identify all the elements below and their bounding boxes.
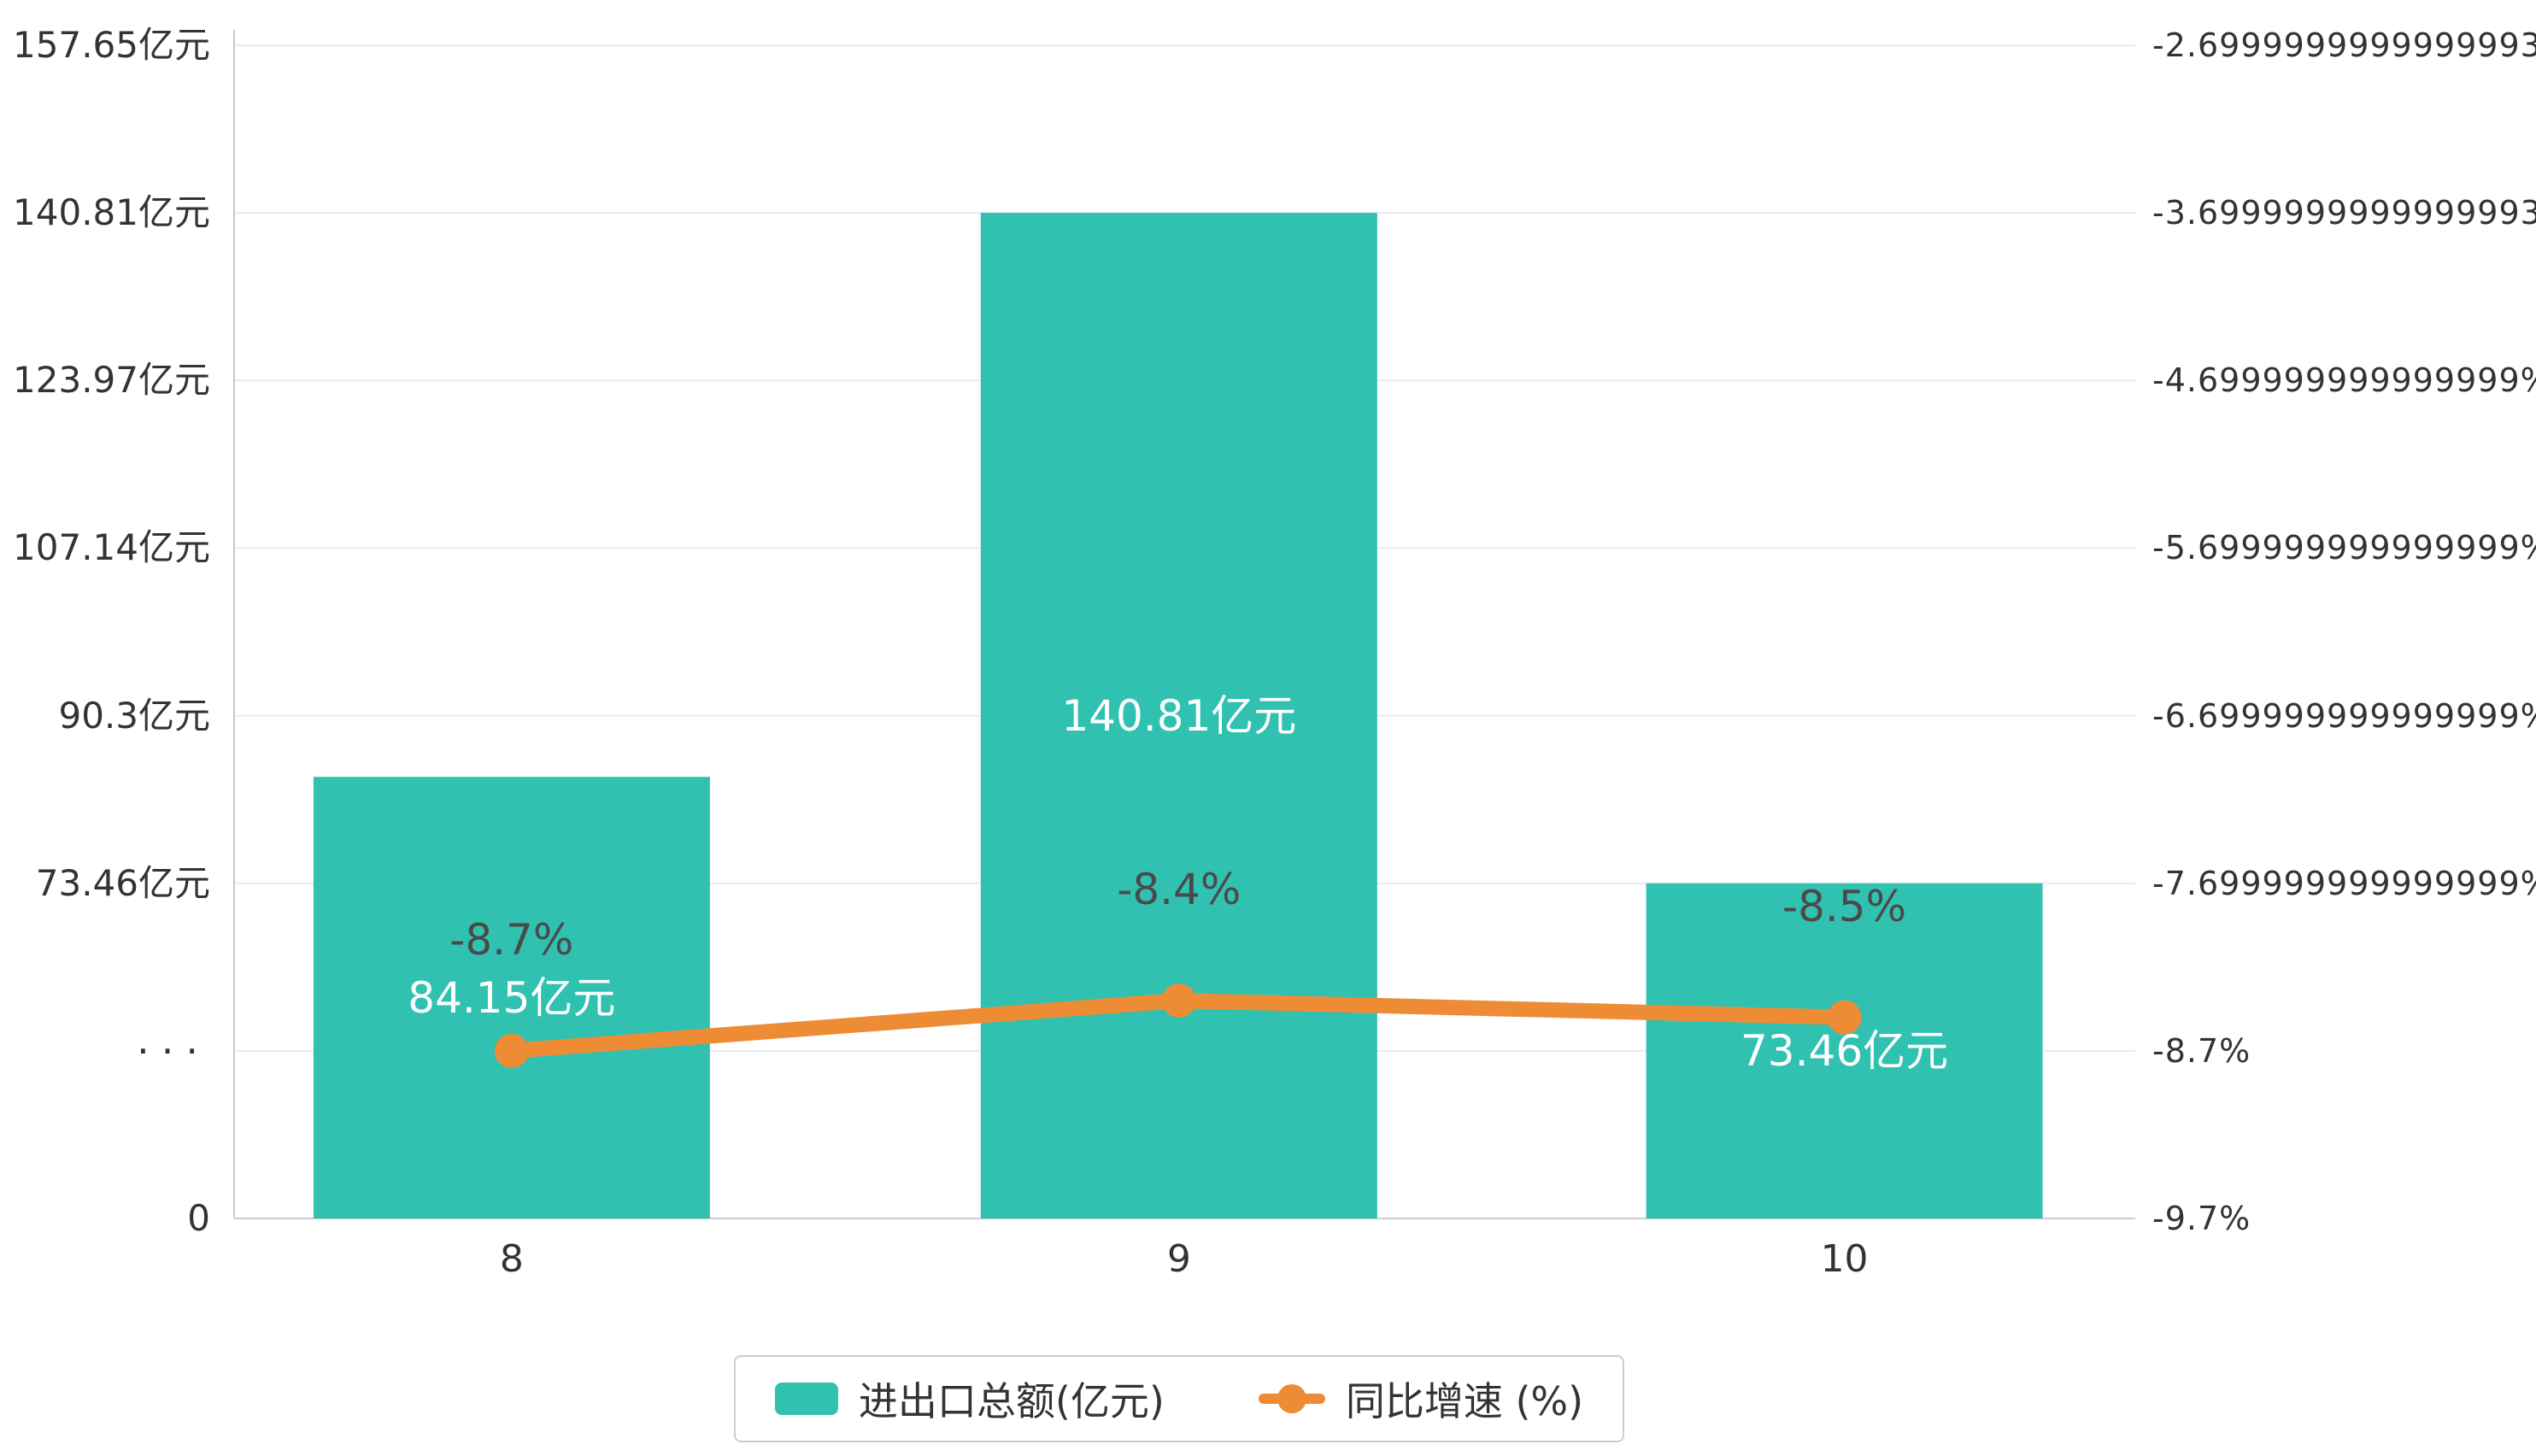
line-point-month-10[interactable]	[1827, 1000, 1862, 1035]
legend: 进出口总额(亿元) 同比增速 (%)	[733, 1355, 1625, 1442]
y-axis-left-tick-label: ···	[137, 1027, 210, 1074]
bar-series-swatch-icon	[774, 1383, 838, 1415]
line-series-swatch-icon	[1258, 1383, 1325, 1415]
bar-month-8[interactable]	[313, 777, 710, 1218]
line-value-label: -8.5%	[1782, 881, 1907, 931]
y-axis-left-tick-label: 107.14亿元	[13, 526, 210, 569]
line-point-month-9[interactable]	[1161, 983, 1196, 1019]
legend-label-bar-series: 进出口总额(亿元)	[858, 1378, 1165, 1424]
bar-month-10[interactable]	[1646, 883, 2043, 1218]
bar-value-label: 84.15亿元	[408, 972, 616, 1023]
y-axis-left-tick-label: 0	[187, 1197, 210, 1239]
legend-item-line-series[interactable]: 同比增速 (%)	[1258, 1371, 1584, 1427]
legend-item-bar-series[interactable]: 进出口总额(亿元)	[774, 1371, 1165, 1427]
bar-month-9[interactable]	[980, 213, 1377, 1219]
y-axis-right-tick-label: -8.7%	[2152, 1031, 2251, 1070]
y-axis-right-tick-label: -3.6999999999999993%	[2152, 194, 2536, 232]
line-value-label: -8.7%	[449, 914, 574, 965]
y-axis-left-tick-label: 140.81亿元	[13, 191, 210, 234]
x-axis-tick-label: 9	[1166, 1237, 1191, 1281]
legend-label-line-series: 同比增速 (%)	[1345, 1378, 1584, 1424]
line-point-month-8[interactable]	[494, 1033, 529, 1068]
y-axis-left-tick-label: 90.3亿元	[58, 694, 210, 737]
bar-value-label: 140.81亿元	[1061, 690, 1297, 741]
y-axis-left-tick-label: 157.65亿元	[13, 24, 210, 66]
line-value-label: -8.4%	[1117, 865, 1242, 914]
y-axis-right-tick-label: -4.699999999999999%	[2152, 361, 2536, 400]
x-axis-tick-label: 10	[1820, 1237, 1869, 1281]
y-axis-right-tick-label: -7.699999999999999%	[2152, 864, 2536, 902]
y-axis-left-tick-label: 123.97亿元	[13, 359, 210, 402]
bar-value-label: 73.46亿元	[1740, 1025, 1949, 1076]
x-axis-tick-label: 8	[499, 1237, 524, 1281]
y-axis-right-tick-label: -5.699999999999999%	[2152, 529, 2536, 567]
y-axis-left-tick-label: 73.46亿元	[35, 861, 210, 904]
y-axis-right-tick-label: -6.699999999999999%	[2152, 696, 2536, 735]
y-axis-right-tick-label: -9.7%	[2152, 1200, 2251, 1237]
y-axis-right-tick-label: -2.6999999999999993%	[2152, 26, 2536, 64]
